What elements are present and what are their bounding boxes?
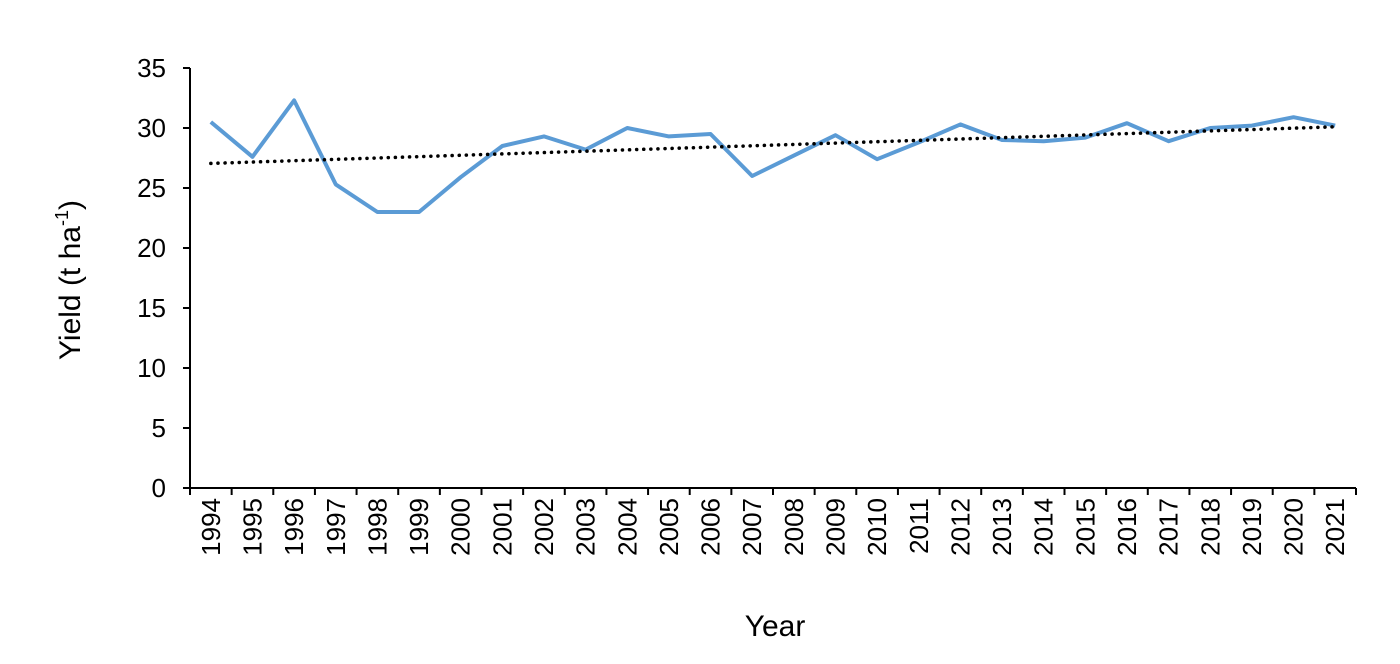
x-tick-label: 2010 [862,498,892,556]
x-tick-label: 2000 [446,498,476,556]
trend-line [209,125,1337,166]
y-tick-label: 10 [137,353,166,383]
x-tick-label: 2008 [779,498,809,556]
y-tick-label: 15 [137,293,166,323]
x-tick-label: 2002 [529,498,559,556]
x-tick-label: 2011 [904,498,934,554]
x-tick-label: 2018 [1195,498,1225,556]
y-tick-label: 5 [152,413,166,443]
x-tick-label: 2014 [1029,498,1059,556]
x-tick-label: 2020 [1279,498,1309,556]
x-tick-label: 2017 [1154,498,1184,556]
y-tick-label: 0 [152,473,166,503]
x-tick-label: 1997 [321,498,351,556]
x-tick-label: 2013 [987,498,1017,556]
y-axis-label-main: Yield (t ha [54,226,87,360]
x-tick-label: 2006 [696,498,726,556]
x-tick-label: 2019 [1237,498,1267,556]
x-tick-label: 2016 [1112,498,1142,556]
data-line [209,98,1336,214]
x-tick-label: 2015 [1070,498,1100,556]
x-tick-label: 2003 [571,498,601,556]
x-tick-label: 1998 [362,498,392,556]
x-tick-label: 1996 [279,498,309,556]
x-tick-label: 1994 [196,498,226,556]
y-axis-label-end: ) [54,200,87,210]
x-tick-label: 2005 [654,498,684,556]
x-tick-label: 2021 [1320,498,1350,556]
x-tick-label: 2004 [612,498,642,556]
y-tick-label: 25 [137,173,166,203]
y-axis-label-sup: -1 [52,210,72,226]
y-tick-label: 20 [137,233,166,263]
x-tick-label: 1999 [404,498,434,556]
x-tick-label: 2007 [737,498,767,556]
x-tick-label: 1995 [237,498,267,556]
y-tick-label: 30 [137,113,166,143]
x-tick-label: 2001 [487,498,517,556]
y-tick-label: 35 [137,53,166,83]
y-axis-label: Yield (t ha-1) [52,200,87,360]
x-axis-label: Year [745,610,806,643]
x-tick-label: 2012 [945,498,975,556]
x-tick-label: 2009 [820,498,850,556]
